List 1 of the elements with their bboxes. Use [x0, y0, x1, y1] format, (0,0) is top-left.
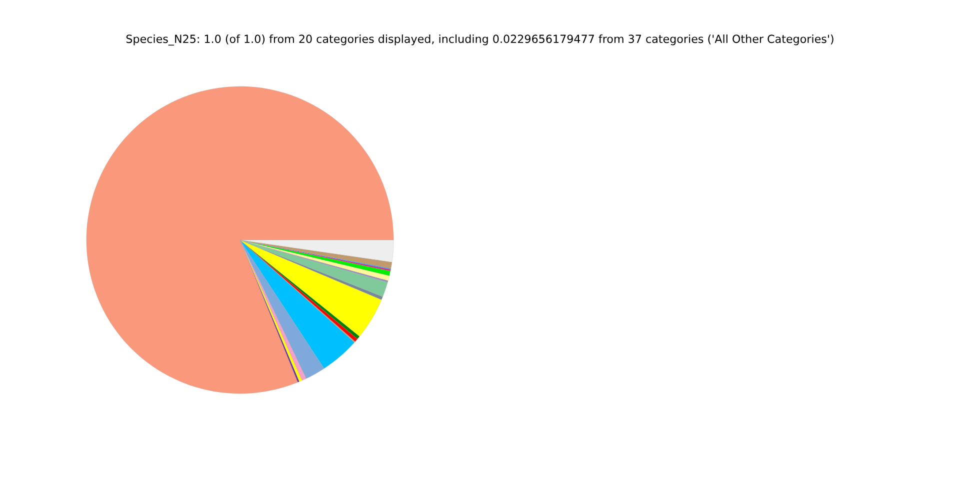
text: Species_N25: 1.0 (of 1.0) from 20 categories displayed, including 0.0229656179477 from 37 categories ('All Other Categories'): [126, 34, 834, 46]
